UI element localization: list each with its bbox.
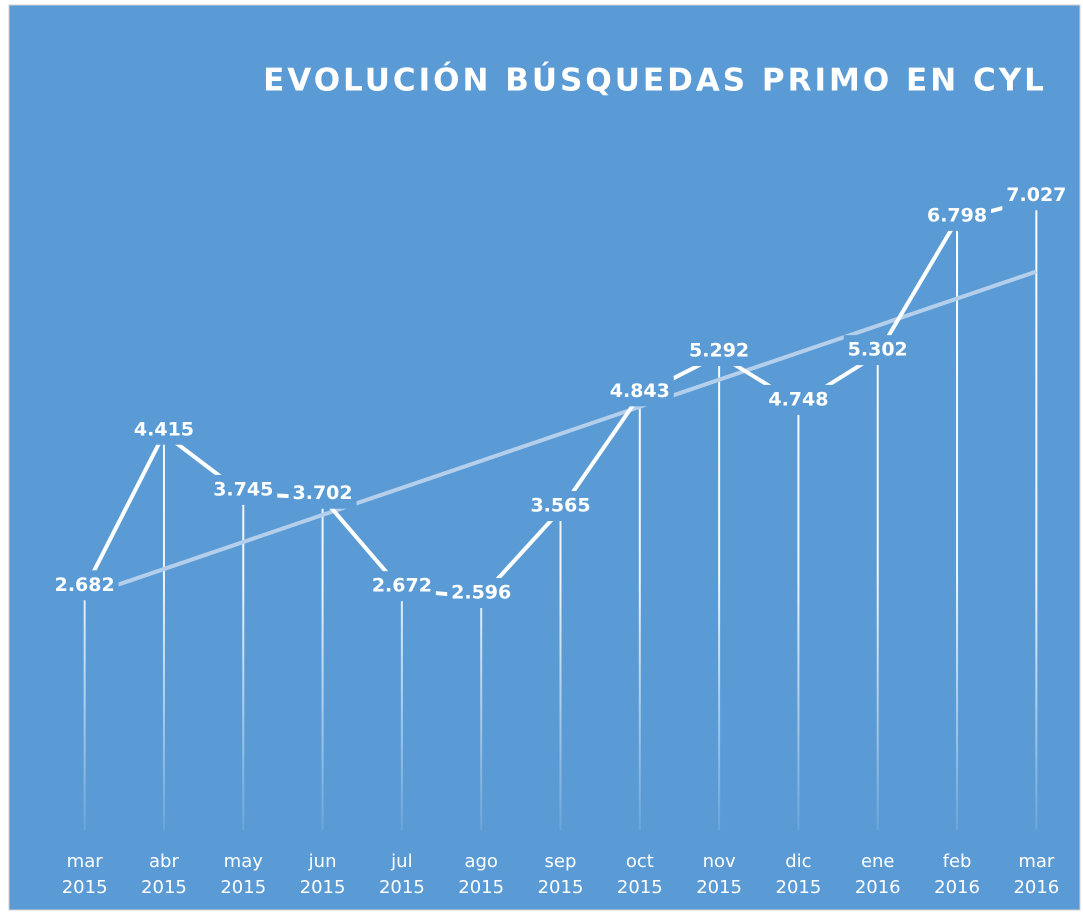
data-label: 7.027	[1006, 184, 1066, 206]
chart-title: EVOLUCIÓN BÚSQUEDAS PRIMO EN CYL	[263, 62, 1047, 99]
x-tick-label: oct 2015	[617, 851, 663, 898]
data-label-background	[447, 578, 516, 609]
x-tick-label: dic 2015	[776, 851, 822, 898]
x-tick-label: ago 2015	[458, 851, 504, 898]
data-label-background	[605, 376, 674, 407]
x-tick-label: jul 2015	[379, 851, 425, 898]
x-tick-label: feb 2016	[934, 851, 980, 898]
x-tick-label: nov 2015	[696, 851, 742, 898]
data-label-background	[129, 414, 198, 445]
x-tick-label: sep 2015	[538, 851, 584, 898]
data-label: 5.302	[848, 339, 908, 361]
data-label: 4.843	[610, 380, 670, 402]
data-label-background	[526, 491, 595, 522]
data-label-background	[288, 478, 357, 509]
chart-background	[8, 4, 1081, 911]
data-label: 3.565	[530, 495, 590, 517]
data-label: 3.702	[293, 482, 353, 504]
data-label: 2.682	[55, 574, 115, 596]
data-label: 2.672	[372, 575, 432, 597]
data-label: 3.745	[213, 478, 273, 500]
x-tick-label: abr 2015	[141, 851, 187, 898]
data-label-background	[367, 571, 436, 602]
trendline	[84, 269, 1037, 598]
data-label-background	[1002, 180, 1071, 211]
data-label-background	[50, 570, 119, 601]
data-label-background	[843, 335, 912, 366]
data-label: 2.596	[451, 582, 511, 604]
data-label: 4.748	[768, 388, 828, 410]
data-label: 5.292	[689, 340, 749, 362]
x-tick-label: mar 2016	[1013, 851, 1059, 898]
data-label-background	[685, 336, 754, 367]
data-label-background	[209, 474, 278, 505]
x-tick-label: may 2015	[220, 851, 266, 898]
data-label-background	[764, 384, 833, 415]
x-tick-label: ene 2016	[855, 851, 901, 898]
x-tick-label: mar 2015	[62, 851, 108, 898]
data-label-background	[923, 200, 992, 231]
data-label: 6.798	[927, 204, 987, 226]
data-label: 4.415	[134, 418, 194, 440]
x-tick-label: jun 2015	[300, 851, 346, 898]
